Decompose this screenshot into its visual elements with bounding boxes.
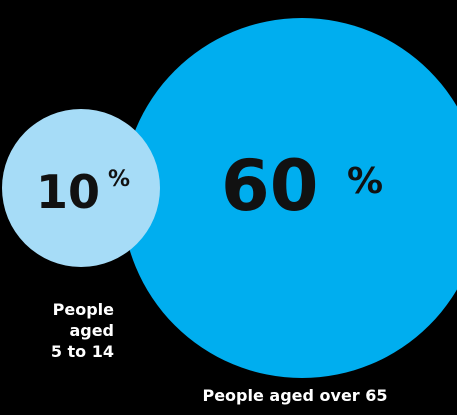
caption-people-aged-over-65: People aged over 65: [202, 386, 388, 405]
bubble-people-aged-over-65: [122, 18, 457, 378]
bubble-value-small: 10 %: [36, 165, 130, 219]
bubble-people-aged-5-to-14: [2, 109, 160, 267]
value-text-small: 10: [36, 165, 100, 219]
percent-sign-large: %: [347, 161, 383, 202]
bubble-value-large: 60 %: [221, 145, 383, 227]
value-text-large: 60: [221, 145, 318, 227]
percent-sign-small: %: [108, 167, 130, 192]
caption-people-aged-5-to-14: People aged 5 to 14: [50, 300, 114, 361]
